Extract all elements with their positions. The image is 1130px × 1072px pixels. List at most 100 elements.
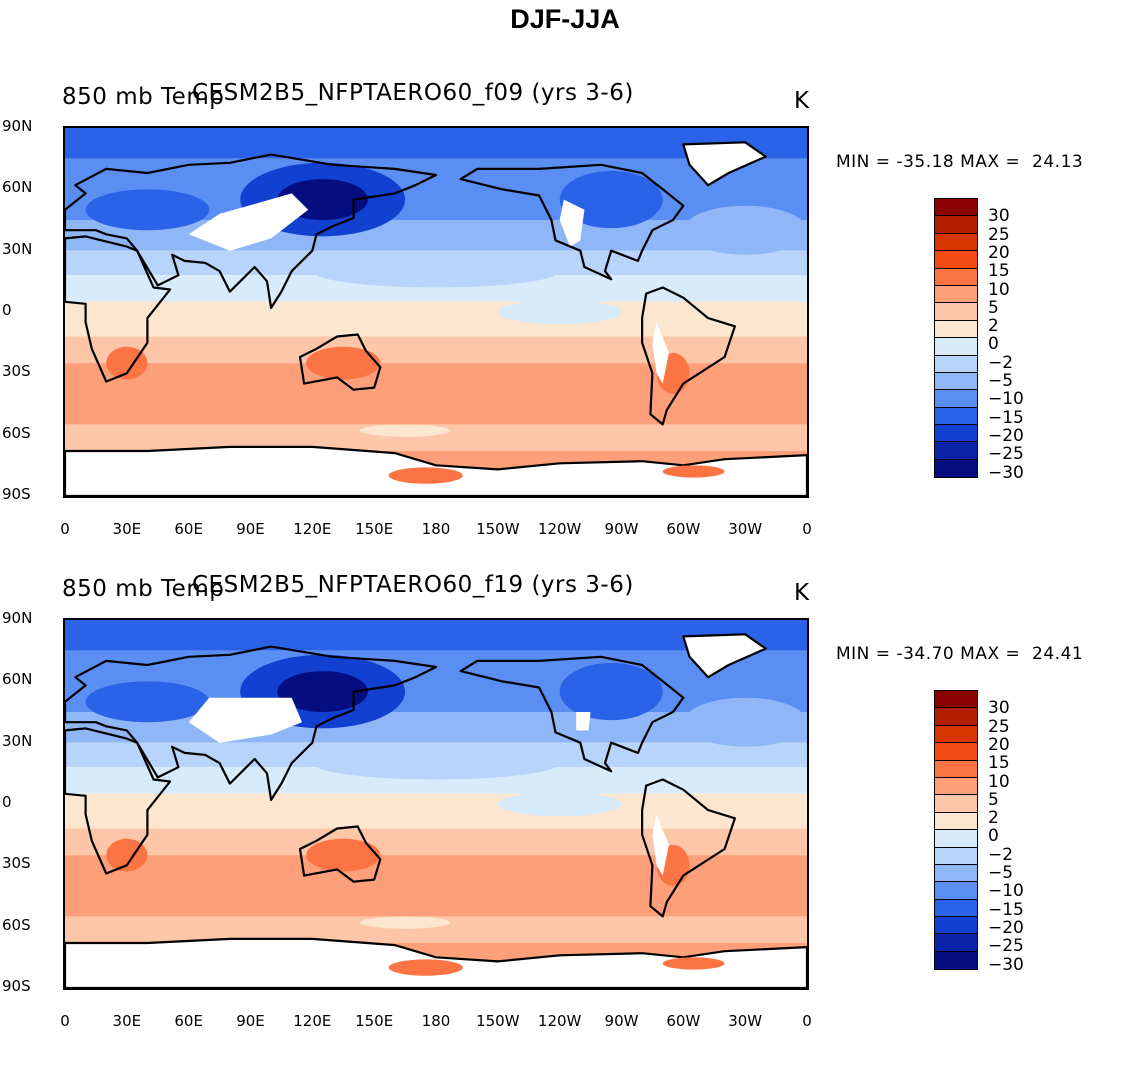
atlantic-cool xyxy=(683,697,807,747)
colorbar-label: 10 xyxy=(988,771,1010,792)
colorbar-swatch xyxy=(935,934,977,952)
lon-tick-label: 0 xyxy=(60,1012,70,1030)
colorbar xyxy=(934,198,978,479)
colorbar-label: −30 xyxy=(988,462,1024,483)
lat-tick-label: 60S xyxy=(2,423,31,442)
temperature-band xyxy=(65,220,807,251)
colorbar-label: 15 xyxy=(988,261,1010,282)
colorbar-label: −15 xyxy=(988,407,1024,428)
temperature-band xyxy=(65,793,807,829)
canada-cold-core xyxy=(559,170,663,229)
lon-tick-label: 60W xyxy=(666,520,701,538)
lon-tick-label: 150W xyxy=(476,520,520,538)
colorbar-label: −30 xyxy=(988,954,1024,975)
lon-tick-label: 90W xyxy=(604,520,639,538)
colorbar-label: −15 xyxy=(988,899,1024,920)
lat-tick-label: 0 xyxy=(2,301,12,319)
map-panel-f09: 850 mb Temp CESM2B5_NFPTAERO60_f09 (yrs … xyxy=(0,80,1130,580)
siberia-cold-max xyxy=(277,671,368,712)
greenland-landmask xyxy=(682,633,767,679)
colorbar-swatch xyxy=(935,847,977,865)
lon-tick-label: 120E xyxy=(293,520,332,538)
weddell-warm xyxy=(662,957,725,970)
colorbar-swatch xyxy=(935,199,977,217)
temperature-field-map xyxy=(65,128,807,496)
colorbar-swatch xyxy=(935,216,977,234)
lon-tick-label: 90E xyxy=(236,520,265,538)
colorbar-label: 20 xyxy=(988,242,1010,263)
temperature-band xyxy=(65,363,807,425)
colorbar-swatch xyxy=(935,425,977,443)
lon-tick-label: 60E xyxy=(174,520,203,538)
colorbar-swatch xyxy=(935,303,977,321)
coastline xyxy=(641,286,736,426)
colorbar-swatch xyxy=(935,864,977,883)
europe-cold xyxy=(85,189,210,231)
andes-landmask xyxy=(652,322,669,384)
panel-units-label: K xyxy=(794,580,810,606)
europe-cold xyxy=(85,681,210,723)
coastline xyxy=(65,235,172,383)
colorbar-label: 5 xyxy=(988,297,999,318)
panel-case-title: CESM2B5_NFPTAERO60_f09 (yrs 3-6) xyxy=(192,80,634,106)
lon-tick-label: 180 xyxy=(421,520,451,538)
canada-cold-core xyxy=(559,662,663,721)
africa-warm xyxy=(106,346,148,380)
colorbar-swatch xyxy=(935,268,977,286)
australia-warm xyxy=(306,346,381,380)
colorbar-swatch xyxy=(935,743,977,761)
colorbar-label: 30 xyxy=(988,206,1010,227)
east-pacific-cool xyxy=(497,791,622,817)
pacific-cool xyxy=(312,254,560,288)
colorbar-label: −20 xyxy=(988,425,1024,446)
lon-tick-label: 90W xyxy=(604,1012,639,1030)
colorbar xyxy=(934,690,978,971)
lon-tick-label: 0 xyxy=(60,520,70,538)
lon-tick-label: 30E xyxy=(112,1012,142,1030)
lat-tick-label: 60N xyxy=(2,178,33,197)
colorbar-swatch xyxy=(935,233,977,252)
coastline xyxy=(65,153,438,309)
colorbar-label: 30 xyxy=(988,698,1010,719)
coastline xyxy=(459,655,685,773)
lon-tick-label: 150E xyxy=(355,520,394,538)
colorbar-label: −2 xyxy=(988,352,1014,373)
colorbar-label: 25 xyxy=(988,716,1010,737)
map-plot-area xyxy=(63,618,809,990)
lat-tick-label: 90N xyxy=(2,609,33,627)
temperature-band xyxy=(65,336,807,364)
colorbar-label: −2 xyxy=(988,844,1014,865)
lat-tick-label: 90N xyxy=(2,117,33,135)
coastline xyxy=(65,727,172,875)
lat-tick-label: 60N xyxy=(2,670,33,689)
colorbar-label: 20 xyxy=(988,734,1010,755)
lon-tick-label: 150W xyxy=(476,1012,520,1030)
tibet-landmask xyxy=(188,697,302,743)
colorbar-swatch xyxy=(935,355,977,373)
africa-warm xyxy=(106,838,148,872)
panel-variable-label: 850 mb Temp xyxy=(62,576,225,602)
coastline xyxy=(298,333,382,391)
coastline xyxy=(298,825,382,883)
colorbar-label: −5 xyxy=(988,863,1014,883)
lat-tick-label: 60S xyxy=(2,915,31,934)
figure-title: DJF-JJA xyxy=(510,4,620,34)
lon-tick-label: 30W xyxy=(728,1012,763,1030)
colorbar-label: 25 xyxy=(988,224,1010,245)
temperature-band xyxy=(65,828,807,856)
temperature-field-map xyxy=(65,620,807,988)
australia-warm xyxy=(306,838,381,872)
rockies-landmask xyxy=(576,712,591,731)
temperature-band xyxy=(65,855,807,917)
ross-ice-warm xyxy=(388,959,463,976)
colorbar-label: 0 xyxy=(988,826,999,847)
min-max-readout: MIN = -34.70 MAX = 24.41 xyxy=(836,644,1084,664)
colorbar-label: −10 xyxy=(988,389,1024,410)
colorbar-swatch xyxy=(935,899,977,918)
pacific-cool xyxy=(312,746,560,780)
ross-ice-warm xyxy=(388,467,463,484)
colorbar-label: 10 xyxy=(988,279,1010,300)
lon-tick-label: 0 xyxy=(802,1012,812,1030)
lon-tick-label: 0 xyxy=(802,520,812,538)
min-max-readout: MIN = -35.18 MAX = 24.13 xyxy=(836,152,1084,172)
